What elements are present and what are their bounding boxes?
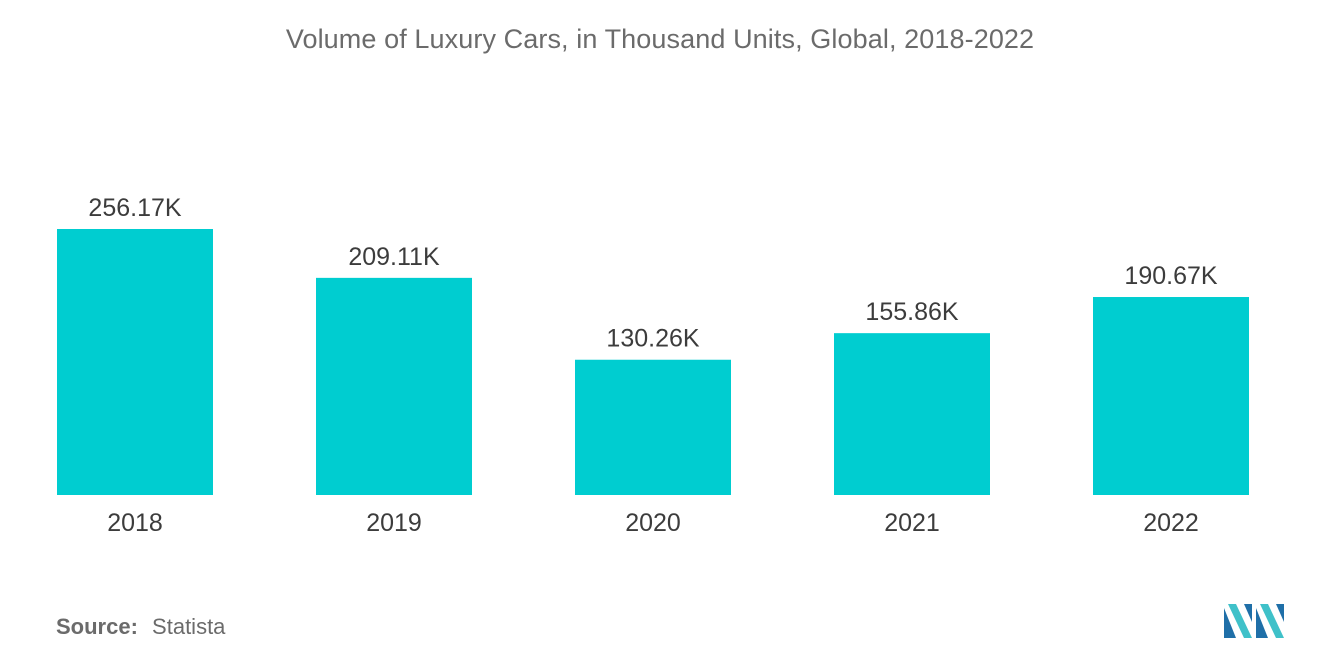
data-label-2021: 155.86K [865,298,958,326]
x-tick-label-2022: 2022 [1143,509,1199,537]
bar-2021 [834,333,990,495]
bar-2018 [57,229,213,495]
x-tick-label-2020: 2020 [625,509,681,537]
source-label: Source: [56,614,138,639]
data-label-2019: 209.11K [348,243,440,271]
source-value: Statista [152,614,226,639]
logo-shape-left-diag [1228,604,1252,638]
bar-chart: 256.17K 2018 209.11K 2019 130.26K 2020 155.86K… [57,194,1249,537]
data-label-2022: 190.67K [1124,262,1217,290]
data-label-2018: 256.17K [88,194,181,222]
chart-title: Volume of Luxury Cars, in Thousand Units… [285,24,1035,54]
source-note: Source: Statista [56,614,225,640]
x-tick-label-2019: 2019 [366,509,422,537]
logo-shape-end [1276,604,1284,622]
data-label-2020: 130.26K [606,325,699,353]
logo-shape-mid [1244,604,1252,622]
mordor-intelligence-logo-icon [1222,602,1288,643]
bar-2020 [575,359,731,495]
logo-shape-right [1256,608,1268,638]
logo-shape-right-diag [1260,604,1284,638]
x-tick-label-2021: 2021 [884,509,940,537]
logo-shape-left [1224,608,1236,638]
bar-2022 [1093,297,1249,495]
x-tick-label-2018: 2018 [107,509,163,537]
bar-2019 [316,277,472,495]
